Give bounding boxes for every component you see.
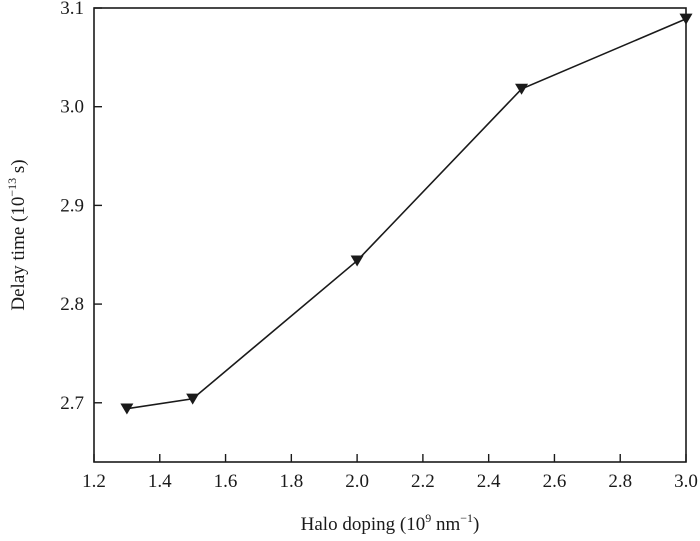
x-tick-label: 2.4	[477, 471, 501, 492]
x-tick-label: 2.8	[608, 471, 632, 492]
y-tick-label: 3.1	[60, 0, 84, 19]
series-line	[126, 18, 687, 410]
y-tick-label: 2.7	[60, 393, 84, 414]
data-point-marker	[679, 13, 693, 25]
series-layer	[120, 13, 693, 415]
data-point-marker	[515, 83, 529, 95]
x-tick-label: 1.2	[82, 471, 106, 492]
x-tick-label: 1.8	[279, 471, 303, 492]
data-point-marker	[120, 403, 134, 415]
y-axis-title: Delay time (10−13 s)	[5, 159, 29, 310]
x-tick-label: 2.0	[345, 471, 369, 492]
x-tick-label: 2.6	[543, 471, 567, 492]
x-tick-label: 3.0	[674, 471, 698, 492]
x-axis-ticks: 1.2 1.4 1.6 1.8 2.0 2.2 2.4 2.6 2.8 3.0	[82, 454, 698, 492]
data-point-marker	[350, 255, 364, 267]
plot-frame	[93, 7, 687, 463]
x-tick-label: 2.2	[411, 471, 435, 492]
y-tick-label: 3.0	[60, 97, 84, 118]
data-point-marker	[186, 393, 200, 405]
x-axis-title: Halo doping (109 nm−1)	[301, 511, 480, 535]
x-tick-label: 1.6	[214, 471, 238, 492]
y-tick-label: 2.8	[60, 294, 84, 315]
y-axis-ticks: 2.7 2.8 2.9 3.0 3.1	[60, 0, 102, 414]
y-tick-label: 2.9	[60, 195, 84, 216]
x-tick-label: 1.4	[148, 471, 172, 492]
